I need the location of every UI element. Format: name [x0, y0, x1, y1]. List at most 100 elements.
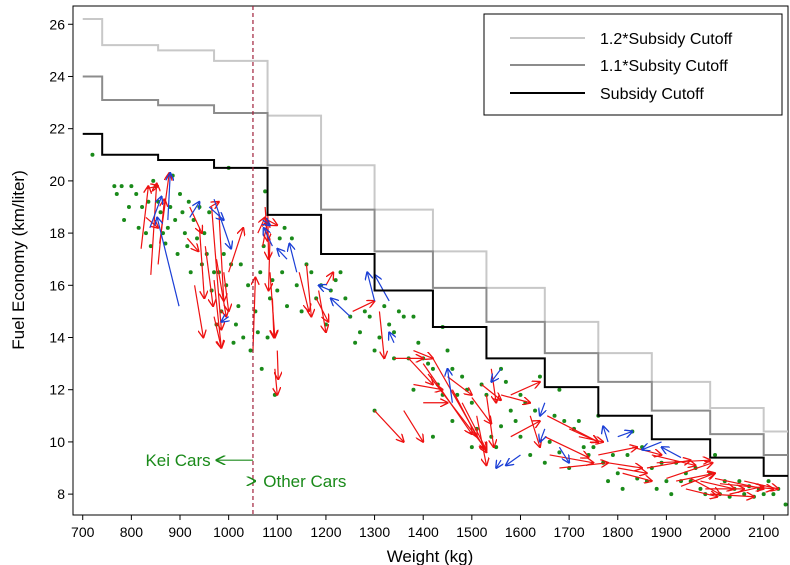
- data-point: [396, 309, 401, 314]
- y-tick-label: 18: [49, 225, 65, 241]
- blue-arrow: [208, 206, 224, 220]
- data-point: [197, 204, 202, 209]
- y-tick-label: 10: [49, 434, 65, 450]
- red-arrow: [729, 486, 764, 495]
- series-line-3: [82, 132, 788, 477]
- data-point: [246, 283, 251, 288]
- red-arrow: [413, 383, 442, 389]
- red-arrow: [186, 237, 198, 251]
- data-point: [742, 492, 747, 497]
- data-point: [766, 479, 771, 484]
- blue-arrow: [558, 446, 569, 463]
- x-tick-label: 1300: [359, 524, 390, 540]
- red-arrow: [325, 272, 333, 286]
- red-arrow: [510, 382, 540, 396]
- data-point: [783, 502, 788, 507]
- data-point: [112, 184, 117, 189]
- red-arrow: [272, 298, 273, 337]
- data-point: [513, 419, 518, 424]
- data-point: [771, 492, 776, 497]
- data-point: [562, 419, 567, 424]
- data-point: [392, 330, 397, 335]
- data-point: [114, 191, 119, 196]
- legend-label-3: Subsidy Cutoff: [600, 86, 704, 103]
- data-point: [134, 191, 139, 196]
- kei-cars-label: Kei Cars: [145, 451, 210, 470]
- blue-arrow: [157, 217, 180, 307]
- data-point: [698, 486, 703, 491]
- data-point: [126, 204, 131, 209]
- data-point: [170, 173, 175, 178]
- x-tick-label: 1500: [456, 524, 487, 540]
- data-point: [387, 322, 392, 327]
- data-point: [503, 379, 508, 384]
- x-tick-label: 1200: [310, 524, 341, 540]
- data-point: [606, 479, 611, 484]
- data-point: [263, 189, 268, 194]
- blue-arrow: [491, 368, 502, 382]
- data-point: [202, 231, 207, 236]
- data-point: [221, 251, 226, 256]
- data-point: [178, 191, 183, 196]
- x-tick-label: 1900: [651, 524, 682, 540]
- red-arrow: [485, 394, 493, 447]
- data-point: [576, 419, 581, 424]
- series-line-1: [82, 18, 788, 433]
- data-point: [357, 330, 362, 335]
- blue-arrow: [375, 275, 390, 302]
- red-arrow: [510, 421, 540, 438]
- data-point: [90, 152, 95, 157]
- data-point: [261, 244, 266, 249]
- data-point: [382, 304, 387, 309]
- data-point: [669, 492, 674, 497]
- data-point: [233, 322, 238, 327]
- data-point: [333, 278, 338, 283]
- red-arrow: [352, 301, 375, 312]
- data-point: [494, 445, 499, 450]
- data-point: [615, 471, 620, 476]
- data-point: [173, 218, 178, 223]
- data-point: [737, 479, 742, 484]
- red-arrow: [700, 480, 734, 489]
- red-arrow: [549, 454, 594, 463]
- red-arrow: [275, 368, 277, 395]
- red-arrow: [218, 212, 224, 301]
- red-arrow: [690, 477, 720, 494]
- red-arrow: [447, 376, 472, 395]
- data-point: [277, 236, 282, 241]
- blue-arrow: [221, 317, 228, 322]
- red-arrow: [651, 454, 696, 465]
- data-point: [620, 486, 625, 491]
- y-tick-label: 24: [49, 68, 65, 84]
- data-point: [129, 184, 134, 189]
- blue-arrow: [289, 244, 298, 273]
- red-arrow: [559, 463, 608, 469]
- data-point: [664, 479, 669, 484]
- data-point: [343, 296, 348, 301]
- data-point: [255, 330, 260, 335]
- data-point: [469, 400, 474, 405]
- data-point: [469, 445, 474, 450]
- data-point: [122, 218, 127, 223]
- y-tick-label: 12: [49, 382, 65, 398]
- data-point: [445, 348, 450, 353]
- data-point: [299, 309, 304, 314]
- data-point: [258, 270, 263, 275]
- red-arrow: [211, 206, 222, 330]
- red-arrow: [578, 436, 603, 442]
- x-axis-title: Weight (kg): [387, 547, 474, 565]
- legend: 1.2*Subsidy Cutoff 1.1*Subsity Cutoff Su…: [483, 13, 783, 116]
- x-tick-label: 800: [120, 524, 144, 540]
- data-point: [377, 335, 382, 340]
- legend-label-1: 1.2*Subsidy Cutoff: [600, 31, 733, 48]
- red-arrow: [305, 264, 311, 316]
- blue-arrow: [264, 228, 273, 247]
- blue-arrow: [189, 202, 200, 218]
- cutoff-lines-layer: [82, 18, 788, 477]
- x-tick-label: 1000: [213, 524, 244, 540]
- data-point: [372, 348, 377, 353]
- x-tick-label: 1600: [505, 524, 536, 540]
- red-arrow: [228, 228, 244, 273]
- data-point: [267, 296, 272, 301]
